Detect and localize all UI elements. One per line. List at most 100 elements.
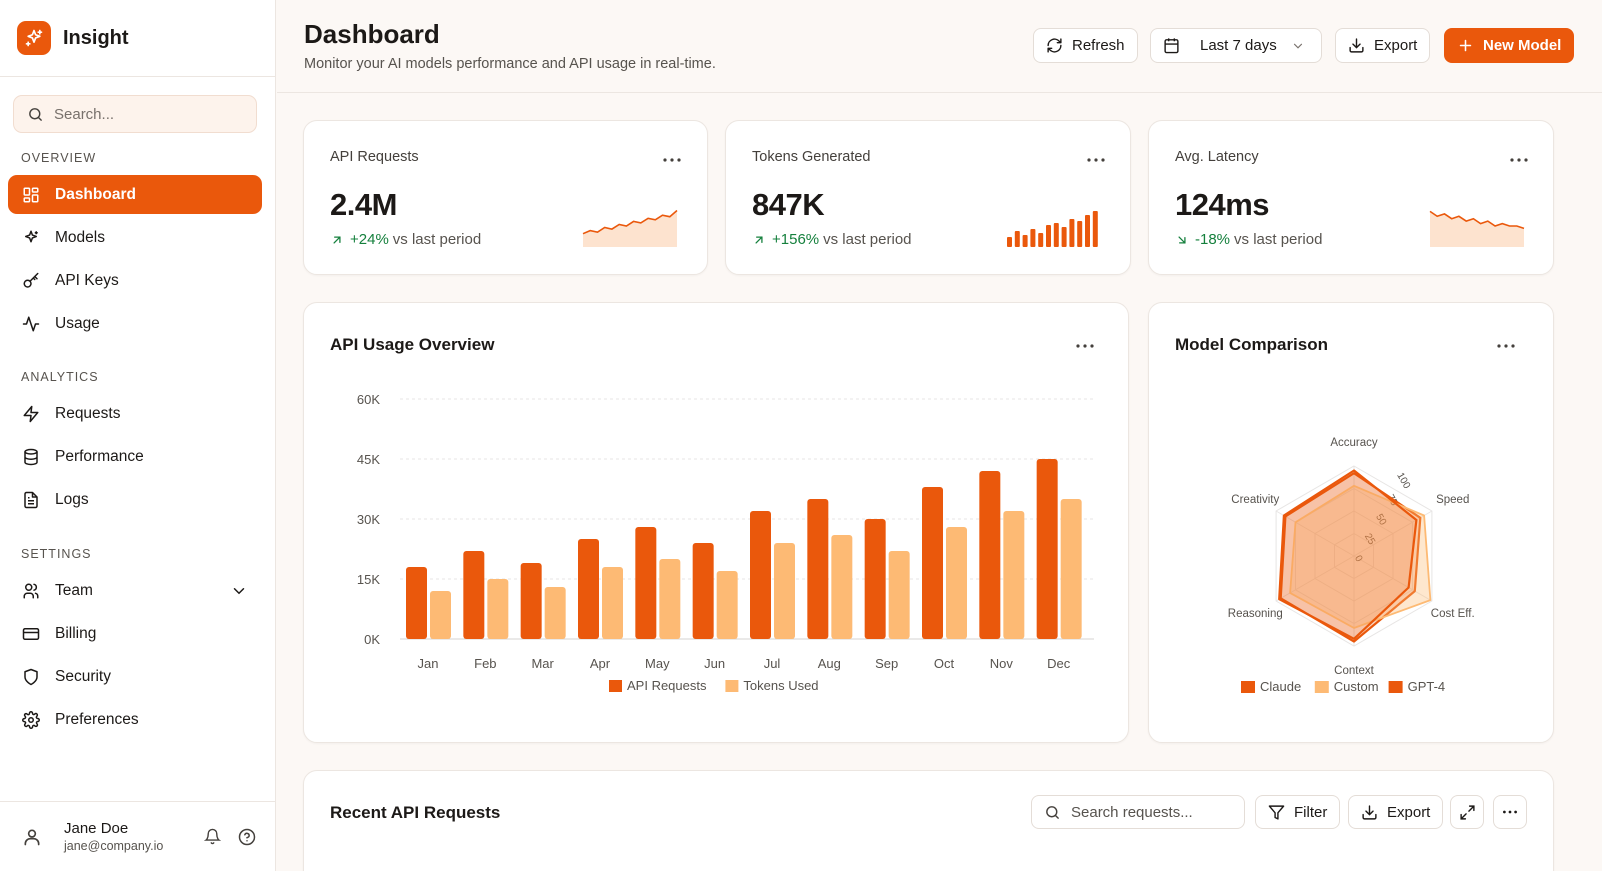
filter-button[interactable]: Filter bbox=[1255, 795, 1341, 829]
bar-tokens-used bbox=[487, 579, 509, 639]
kpi-title: API Requests bbox=[330, 149, 419, 165]
sidebar-item-preferences[interactable]: Preferences bbox=[8, 700, 262, 739]
radar-spoke bbox=[1353, 555, 1433, 602]
sidebar-item-team[interactable]: Team bbox=[8, 571, 262, 610]
legend-label: Tokens Used bbox=[743, 678, 818, 693]
sparkbar bbox=[1085, 215, 1090, 247]
kpi-title: Tokens Generated bbox=[752, 149, 871, 165]
bar-api-requests bbox=[463, 551, 485, 639]
radar-axis-label: Speed bbox=[1436, 494, 1469, 506]
sidebar-item-label: Dashboard bbox=[55, 185, 136, 203]
sidebar-item-label: Team bbox=[55, 581, 93, 599]
legend-swatch bbox=[1388, 681, 1403, 693]
sparkbar bbox=[1046, 225, 1051, 247]
more-icon[interactable] bbox=[662, 155, 682, 165]
page-title: Dashboard bbox=[304, 19, 440, 49]
bar-api-requests bbox=[635, 527, 657, 639]
legend-label: Custom bbox=[1334, 679, 1379, 694]
kpi-card-avg-latency: Avg. Latency 124ms -18% vs last period bbox=[1148, 120, 1554, 275]
radar-tick-label: 50 bbox=[1373, 512, 1388, 528]
x-tick-label: Apr bbox=[590, 656, 611, 671]
activity-icon bbox=[22, 316, 40, 331]
page-header: Dashboard Monitor your AI models perform… bbox=[277, 0, 1602, 93]
kpi-delta: -18% vs last period bbox=[1175, 231, 1322, 248]
sparkline-api-requests bbox=[582, 209, 678, 247]
app-name: Insight bbox=[63, 26, 129, 49]
bar-api-requests bbox=[406, 567, 427, 639]
sidebar-search-placeholder: Search... bbox=[54, 105, 115, 123]
new-model-button[interactable]: New Model bbox=[1444, 28, 1575, 63]
radar-spoke bbox=[1275, 555, 1355, 602]
sidebar: Insight Search... OVERVIEW Dashboard Mod… bbox=[0, 0, 276, 871]
radar-tick-label: 100 bbox=[1394, 471, 1412, 491]
sidebar-item-billing[interactable]: Billing bbox=[8, 614, 262, 653]
sidebar-item-label: Models bbox=[55, 228, 105, 246]
export-label: Export bbox=[1374, 37, 1418, 54]
kpi-card-api-requests: API Requests 2.4M +24% vs last period bbox=[303, 120, 708, 275]
more-icon[interactable] bbox=[1509, 155, 1529, 165]
refresh-label: Refresh bbox=[1072, 37, 1125, 54]
refresh-button[interactable]: Refresh bbox=[1033, 28, 1138, 63]
sidebar-item-models[interactable]: Models bbox=[8, 218, 262, 257]
kpi-delta-suffix: vs last period bbox=[823, 231, 912, 248]
card-title: Model Comparison bbox=[1175, 335, 1329, 354]
bar-api-requests bbox=[520, 563, 542, 639]
card-title: API Usage Overview bbox=[330, 335, 495, 354]
date-range-select[interactable]: Last 7 days bbox=[1150, 28, 1322, 63]
model-comparison-radar-chart: Accuracy Speed Cost Eff. Context Reasoning Cr… bbox=[1228, 437, 1475, 694]
sidebar-item-performance[interactable]: Performance bbox=[8, 437, 262, 476]
kpi-delta-value: +24% bbox=[350, 231, 389, 248]
legend-label: API Requests bbox=[627, 678, 707, 693]
x-tick-label: Dec bbox=[1047, 656, 1071, 671]
bar-api-requests bbox=[750, 511, 771, 639]
sparkline-avg-latency-line bbox=[1429, 210, 1525, 230]
refresh-icon bbox=[1047, 38, 1062, 53]
requests-search-input[interactable]: Search requests... bbox=[1031, 795, 1245, 829]
sidebar-item-dashboard[interactable]: Dashboard bbox=[8, 175, 262, 214]
kpi-delta-value: +156% bbox=[772, 231, 820, 248]
sidebar-item-label: API Keys bbox=[55, 271, 119, 289]
sparkbar-tokens-generated bbox=[1007, 211, 1098, 247]
sidebar-search-input[interactable]: Search... bbox=[13, 95, 257, 133]
more-options-button[interactable] bbox=[1493, 795, 1527, 829]
y-tick-label: 0K bbox=[364, 632, 380, 647]
radar-axis-label: Accuracy bbox=[1330, 437, 1378, 449]
export-button[interactable]: Export bbox=[1335, 28, 1431, 63]
radar-spoke bbox=[1353, 510, 1433, 557]
requests-export-button[interactable]: Export bbox=[1348, 795, 1444, 829]
sidebar-item-usage[interactable]: Usage bbox=[8, 304, 262, 343]
sidebar-item-logs[interactable]: Logs bbox=[8, 480, 262, 519]
x-tick-label: Nov bbox=[990, 656, 1014, 671]
y-tick-label: 30K bbox=[357, 512, 380, 527]
bar-tokens-used bbox=[602, 567, 623, 639]
legend-swatch bbox=[725, 680, 739, 692]
card-title: Recent API Requests bbox=[330, 803, 501, 822]
sidebar-item-security[interactable]: Security bbox=[8, 657, 262, 696]
filter-icon bbox=[1268, 804, 1285, 820]
sidebar-item-requests[interactable]: Requests bbox=[8, 394, 262, 433]
help-icon[interactable] bbox=[238, 828, 256, 846]
settings-icon bbox=[22, 710, 40, 729]
bell-icon[interactable] bbox=[204, 828, 221, 845]
x-tick-label: Sep bbox=[875, 656, 898, 671]
chevron-down-icon[interactable] bbox=[230, 582, 248, 600]
radar-tick-label: 25 bbox=[1362, 532, 1377, 548]
radar-axis-label: Creativity bbox=[1231, 494, 1279, 506]
users-icon bbox=[23, 583, 39, 598]
model-comparison-card: Model Comparison Accuracy Speed Cost Eff. C… bbox=[1148, 302, 1554, 743]
x-tick-label: Aug bbox=[818, 656, 841, 671]
more-icon[interactable] bbox=[1496, 341, 1516, 351]
more-icon[interactable] bbox=[1086, 155, 1106, 165]
user-profile[interactable]: Jane Doe jane@company.io bbox=[0, 801, 276, 871]
more-icon[interactable] bbox=[1075, 341, 1095, 351]
expand-button[interactable] bbox=[1450, 795, 1484, 829]
radar-axis-label: Cost Eff. bbox=[1431, 608, 1475, 620]
sparkline-api-requests-line bbox=[582, 209, 678, 235]
recent-requests-card: Recent API Requests Search requests... F… bbox=[303, 770, 1554, 871]
kpi-delta-suffix: vs last period bbox=[1234, 231, 1323, 248]
bar-api-requests bbox=[807, 499, 829, 639]
trend-down-icon bbox=[1178, 235, 1186, 244]
bar-api-requests bbox=[1036, 459, 1058, 639]
new-model-label: New Model bbox=[1483, 37, 1562, 54]
sidebar-item-api-keys[interactable]: API Keys bbox=[8, 261, 262, 300]
